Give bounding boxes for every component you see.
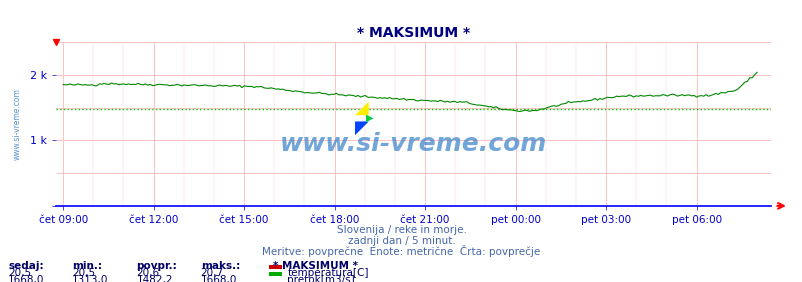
Text: 1668,0: 1668,0	[200, 275, 237, 282]
Text: 20,7: 20,7	[200, 268, 224, 278]
Text: pretok[m3/s]: pretok[m3/s]	[287, 275, 354, 282]
Text: 20,5: 20,5	[8, 268, 31, 278]
Text: sedaj:: sedaj:	[8, 261, 43, 271]
Text: www.si-vreme.com: www.si-vreme.com	[12, 88, 22, 160]
Text: Slovenija / reke in morje.: Slovenija / reke in morje.	[336, 225, 466, 235]
Text: ▶: ▶	[365, 113, 372, 123]
Text: povpr.:: povpr.:	[136, 261, 177, 271]
Title: * MAKSIMUM *: * MAKSIMUM *	[357, 26, 469, 40]
Text: Meritve: povprečne  Enote: metrične  Črta: povprečje: Meritve: povprečne Enote: metrične Črta:…	[262, 245, 540, 257]
Text: 1313,0: 1313,0	[72, 275, 108, 282]
Text: zadnji dan / 5 minut.: zadnji dan / 5 minut.	[347, 236, 455, 246]
FancyBboxPatch shape	[269, 265, 282, 269]
Text: maks.:: maks.:	[200, 261, 240, 271]
Text: 20,5: 20,5	[72, 268, 95, 278]
Text: 20,6: 20,6	[136, 268, 160, 278]
Text: 1668,0: 1668,0	[8, 275, 44, 282]
Text: ◤: ◤	[354, 118, 369, 136]
Text: www.si-vreme.com: www.si-vreme.com	[280, 132, 546, 156]
Text: 1482,2: 1482,2	[136, 275, 172, 282]
Text: * MAKSIMUM *: * MAKSIMUM *	[273, 261, 358, 271]
Text: ◢: ◢	[354, 99, 369, 117]
Text: min.:: min.:	[72, 261, 102, 271]
FancyBboxPatch shape	[269, 272, 282, 276]
Text: temperatura[C]: temperatura[C]	[287, 268, 368, 278]
